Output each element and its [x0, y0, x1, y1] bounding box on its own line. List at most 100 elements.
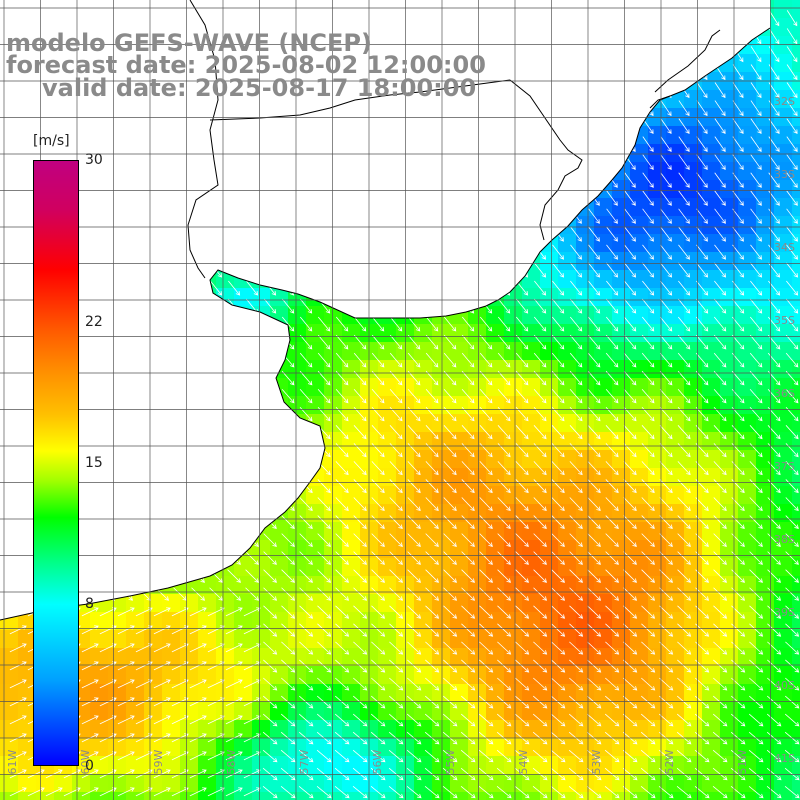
wind-arrow — [189, 643, 207, 653]
wind-arrow — [588, 298, 601, 314]
wind-arrow — [335, 316, 349, 332]
field-cell — [630, 216, 649, 235]
field-cell — [756, 234, 775, 253]
longitude-label: 57W — [298, 749, 311, 774]
wind-arrow — [45, 769, 63, 779]
field-cell — [108, 630, 127, 649]
field-cell — [792, 702, 800, 721]
field-cell — [612, 252, 631, 271]
field-cell — [774, 774, 793, 793]
wind-arrow — [569, 352, 583, 368]
wind-arrow — [497, 533, 511, 547]
longitude-label: 55W — [444, 749, 457, 774]
wind-arrow — [588, 226, 600, 242]
field-cell — [684, 216, 703, 235]
wind-arrow — [750, 100, 762, 117]
wind-arrow — [750, 190, 762, 206]
wind-arrow — [389, 425, 403, 440]
field-cell — [792, 522, 800, 541]
wind-arrow — [515, 587, 530, 601]
field-cell — [666, 720, 685, 739]
wind-arrow — [442, 767, 458, 781]
wind-arrow — [606, 190, 618, 206]
wind-arrow — [550, 749, 566, 763]
wind-arrow — [676, 767, 692, 781]
field-cell — [702, 360, 721, 379]
wind-arrow — [588, 280, 601, 296]
wind-arrow — [551, 370, 565, 386]
field-cell — [342, 756, 361, 775]
wind-arrow — [425, 334, 439, 350]
wind-arrow — [569, 425, 583, 440]
wind-arrow — [334, 749, 350, 763]
field-cell — [630, 756, 649, 775]
wind-arrow — [263, 605, 278, 619]
wind-arrow — [371, 316, 385, 332]
wind-arrow — [749, 641, 764, 655]
wind-arrow — [568, 767, 584, 781]
wind-arrow — [641, 677, 656, 691]
field-cell — [576, 288, 595, 307]
wind-arrow — [27, 769, 45, 779]
wind-arrow — [280, 767, 296, 781]
wind-arrow — [135, 751, 153, 761]
wind-arrow — [678, 262, 691, 278]
wind-arrow — [424, 785, 440, 799]
wind-arrow — [281, 569, 295, 583]
wind-arrow — [623, 425, 637, 440]
wind-arrow — [406, 695, 422, 709]
land-mask — [0, 0, 770, 620]
wind-arrow — [712, 713, 728, 727]
field-cell — [414, 702, 433, 721]
wind-arrow — [605, 352, 619, 368]
wind-arrow — [623, 497, 637, 512]
wind-arrow — [712, 767, 728, 781]
wind-arrow — [659, 605, 674, 619]
wind-arrow — [641, 605, 656, 619]
wind-arrow — [785, 551, 799, 565]
wind-arrow — [461, 316, 475, 332]
wind-arrow — [696, 208, 708, 224]
wind-arrow — [587, 461, 601, 476]
wind-arrow — [660, 262, 673, 278]
wind-arrow — [750, 82, 762, 99]
wind-arrow — [677, 370, 691, 386]
wind-arrow — [588, 262, 601, 278]
wind-arrow — [443, 497, 457, 512]
wind-arrow — [407, 443, 421, 458]
wind-arrow — [642, 244, 654, 260]
wind-arrow — [479, 587, 494, 601]
wind-arrow — [353, 388, 367, 404]
field-cell — [792, 360, 800, 379]
wind-arrow — [81, 607, 99, 617]
field-cell — [558, 792, 577, 800]
wind-arrow — [568, 749, 584, 763]
wind-arrow — [550, 767, 566, 781]
wind-arrow — [479, 461, 493, 476]
longitude-label: 59W — [152, 749, 165, 774]
wind-arrow — [514, 767, 530, 781]
field-cell — [792, 756, 800, 775]
wind-arrow — [659, 443, 673, 458]
field-cell — [162, 612, 181, 631]
wind-arrow — [407, 497, 421, 512]
wind-arrow — [225, 697, 243, 707]
wind-arrow — [245, 551, 259, 565]
wind-arrow — [587, 497, 601, 512]
wind-arrow — [335, 587, 350, 601]
wind-arrow — [624, 244, 636, 260]
field-cell — [306, 360, 325, 379]
wind-arrow — [299, 316, 313, 332]
field-cell — [288, 720, 307, 739]
wind-arrow — [461, 461, 475, 476]
wind-arrow — [353, 587, 368, 601]
field-cell — [18, 774, 37, 793]
wind-arrow — [732, 226, 744, 242]
wind-arrow — [243, 697, 261, 707]
field-cell — [792, 162, 800, 181]
field-cell — [792, 432, 800, 451]
field-cell — [594, 198, 613, 217]
field-cell — [342, 792, 361, 800]
wind-arrow — [622, 785, 638, 799]
wind-arrow — [389, 370, 403, 386]
